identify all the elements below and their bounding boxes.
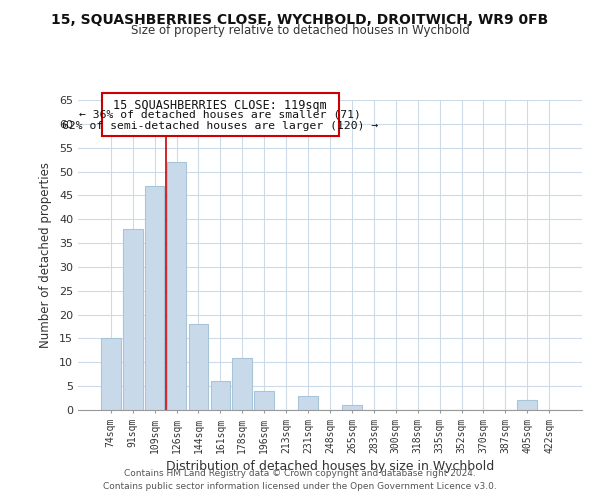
Text: Contains HM Land Registry data © Crown copyright and database right 2024.: Contains HM Land Registry data © Crown c… bbox=[124, 468, 476, 477]
Text: Contains public sector information licensed under the Open Government Licence v3: Contains public sector information licen… bbox=[103, 482, 497, 491]
Bar bbox=[517, 400, 537, 410]
Y-axis label: Number of detached properties: Number of detached properties bbox=[39, 162, 52, 348]
Bar bbox=[123, 229, 143, 410]
Bar bbox=[298, 396, 318, 410]
Text: 62% of semi-detached houses are larger (120) →: 62% of semi-detached houses are larger (… bbox=[62, 122, 378, 132]
Bar bbox=[101, 338, 121, 410]
Bar bbox=[167, 162, 187, 410]
Text: ← 36% of detached houses are smaller (71): ← 36% of detached houses are smaller (71… bbox=[79, 110, 361, 120]
Bar bbox=[232, 358, 252, 410]
Text: Size of property relative to detached houses in Wychbold: Size of property relative to detached ho… bbox=[131, 24, 469, 37]
Bar bbox=[145, 186, 164, 410]
X-axis label: Distribution of detached houses by size in Wychbold: Distribution of detached houses by size … bbox=[166, 460, 494, 473]
Bar bbox=[254, 391, 274, 410]
Text: 15, SQUASHBERRIES CLOSE, WYCHBOLD, DROITWICH, WR9 0FB: 15, SQUASHBERRIES CLOSE, WYCHBOLD, DROIT… bbox=[52, 12, 548, 26]
Text: 15 SQUASHBERRIES CLOSE: 119sqm: 15 SQUASHBERRIES CLOSE: 119sqm bbox=[113, 99, 327, 112]
Bar bbox=[342, 405, 362, 410]
Bar bbox=[188, 324, 208, 410]
FancyBboxPatch shape bbox=[101, 93, 339, 136]
Bar bbox=[211, 382, 230, 410]
